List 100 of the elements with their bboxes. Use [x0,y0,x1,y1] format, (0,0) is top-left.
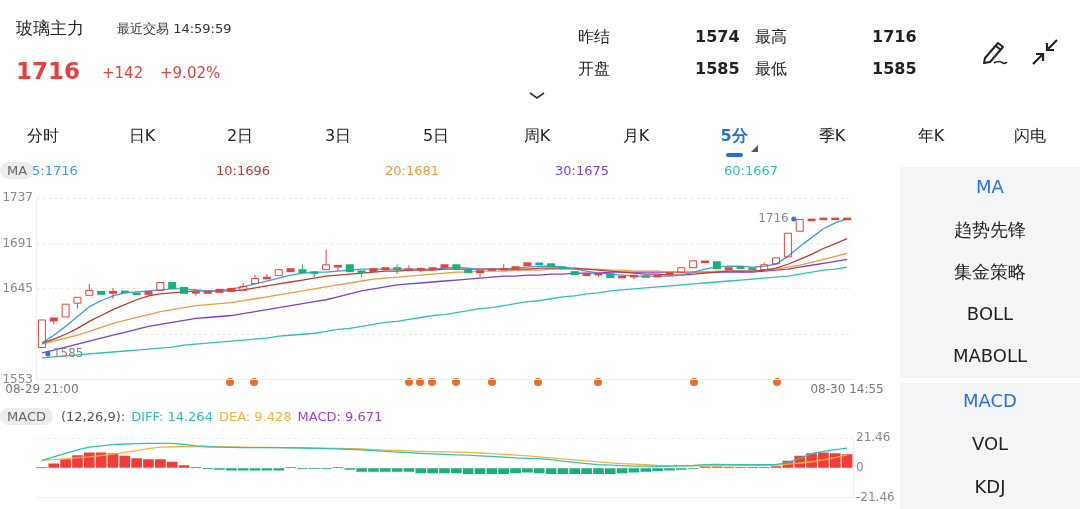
text: 30:1675 [555,162,610,178]
annotation: 1716 [758,211,789,226]
text: 日K [128,126,156,147]
text: 1585 [872,59,917,78]
text: 昨结 [578,27,610,48]
candlestick [37,319,46,349]
y-tick-label: 1737 [2,190,33,205]
y-tick-label: 1645 [2,281,33,296]
text: 季K [818,126,846,147]
text: MABOLL [952,345,1028,366]
text: 10:1696 [216,162,271,178]
text: 1585 [695,59,740,78]
candlestick [772,257,781,265]
candlestick [168,282,177,289]
text: 5:1716 [32,162,78,178]
text: 年K [917,126,945,147]
candlestick [298,263,307,274]
text: 1574 [695,27,740,46]
candlestick [487,268,496,271]
candlestick [736,266,745,269]
text: 闪电 [1014,126,1046,147]
text: 2日 [226,126,254,147]
candlestick [203,290,212,294]
candlestick [404,264,413,271]
candlestick [227,287,236,292]
candlestick [783,232,792,258]
candlestick [689,260,698,269]
candlestick [49,317,58,325]
candlestick [97,290,106,295]
chart-title: MACD [0,408,53,425]
candlestick [215,288,224,293]
x-tick-label: 08-29 21:00 [5,381,79,396]
text: 集金策略 [954,260,1026,284]
candlestick [464,269,473,274]
text: 月K [622,126,650,147]
candlestick [108,287,117,300]
candlestick [641,275,650,278]
chart-title: 玻璃主力 [16,17,84,40]
candlestick [523,262,532,267]
legend-title: (12,26,9): [60,409,126,424]
text: 5日 [422,126,450,147]
text: 1716 [872,27,917,46]
candlestick [677,267,686,274]
bar [178,465,190,468]
text: 3日 [324,126,352,147]
text: 开盘 [578,59,610,80]
candlestick [748,267,757,270]
candlestick [428,267,437,271]
series-label: DEA: 9.428 [218,409,292,424]
candlestick [440,264,449,269]
candlestick [85,283,94,296]
text: 60:1667 [724,162,779,178]
y-tick-label: 0 [856,460,864,475]
text: MA [976,176,1004,197]
series-label: DIFF: 14.264 [131,409,213,424]
candlestick [144,290,153,295]
text: 20:1681 [385,162,440,178]
y-tick-label: -21.46 [856,489,895,504]
y-tick-label: 1691 [2,235,33,250]
candlestick [251,274,260,284]
candlestick [476,270,485,278]
candlestick [73,296,82,310]
text: BOLL [966,303,1014,324]
text: MACD [963,390,1017,411]
candlestick [345,264,354,273]
candlestick [582,273,591,277]
candlestick [452,264,461,270]
candlestick [511,266,520,271]
candlestick [369,268,378,273]
y-tick-label: 21.46 [856,430,891,445]
candlestick [558,266,567,269]
candlestick [393,263,402,275]
candlestick [322,248,331,271]
candlestick [381,267,390,271]
text: VOL [971,433,1009,454]
candlestick [606,273,615,279]
text: 最高 [755,27,787,48]
text: 最近交易 14:59:59 [117,20,232,38]
text: 周K [523,126,551,147]
text: +142 [102,64,144,82]
text: +9.02% [160,64,221,82]
candlestick [712,261,721,270]
candlestick [547,263,556,268]
candlestick [760,261,769,271]
text: 1716 [16,58,81,84]
text: 分时 [27,126,59,147]
candlestick [286,268,295,273]
legend-title: MA [7,162,28,178]
candlestick [274,269,283,277]
candlestick [570,271,579,276]
x-tick-label: 08-30 14:55 [810,381,884,396]
text: KDJ [974,476,1006,497]
candlestick [180,286,189,294]
candlestick [156,282,165,291]
text: 最低 [755,59,787,80]
candlestick [665,272,674,276]
text: MACD: 9.671 [297,409,383,424]
candlestick [724,267,733,271]
text: 5分 [720,126,748,147]
candlestick [61,303,70,318]
